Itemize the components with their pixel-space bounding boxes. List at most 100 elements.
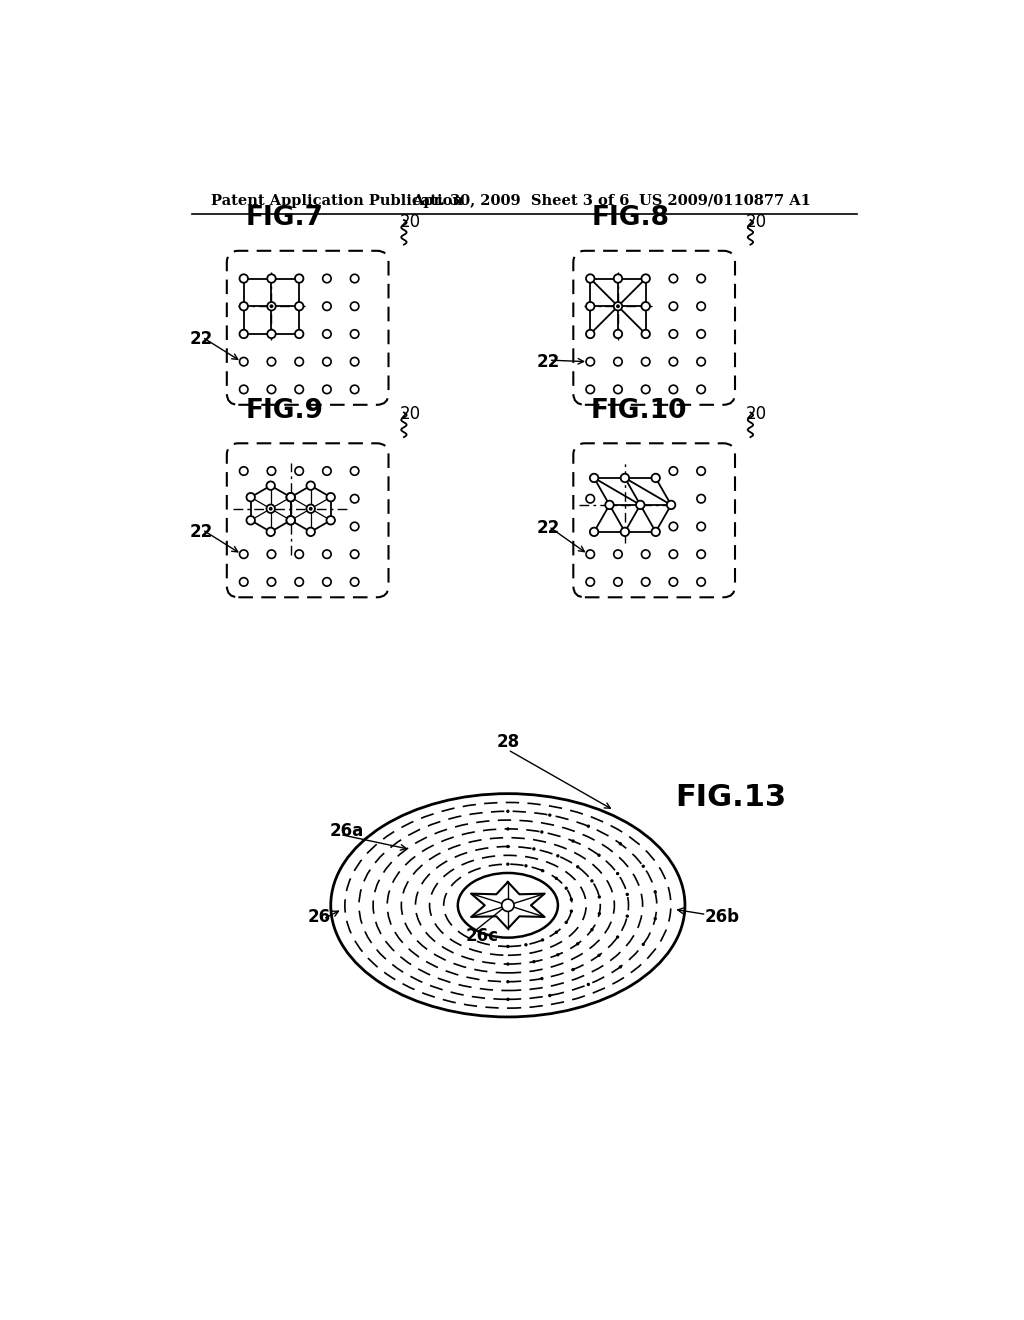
- Circle shape: [240, 578, 248, 586]
- Circle shape: [247, 492, 255, 502]
- Circle shape: [548, 994, 552, 997]
- Circle shape: [597, 854, 601, 857]
- Circle shape: [590, 474, 598, 482]
- Circle shape: [506, 962, 510, 966]
- Circle shape: [555, 876, 558, 880]
- Circle shape: [350, 358, 358, 366]
- Circle shape: [247, 516, 255, 524]
- Circle shape: [697, 467, 706, 475]
- Circle shape: [616, 305, 620, 308]
- Circle shape: [667, 500, 676, 510]
- Circle shape: [350, 495, 358, 503]
- Text: 28: 28: [497, 733, 519, 751]
- Circle shape: [323, 358, 331, 366]
- Circle shape: [613, 385, 623, 393]
- Circle shape: [697, 385, 706, 393]
- Text: 26: 26: [307, 908, 331, 925]
- Circle shape: [267, 358, 275, 366]
- Circle shape: [669, 275, 678, 282]
- Circle shape: [267, 302, 275, 310]
- Circle shape: [613, 302, 623, 310]
- Circle shape: [613, 275, 623, 282]
- Circle shape: [641, 330, 650, 338]
- Circle shape: [586, 495, 595, 503]
- Circle shape: [669, 550, 678, 558]
- Text: 22: 22: [189, 330, 213, 348]
- Circle shape: [651, 528, 659, 536]
- Circle shape: [267, 578, 275, 586]
- Circle shape: [615, 936, 620, 939]
- Circle shape: [586, 358, 595, 366]
- Circle shape: [266, 482, 274, 490]
- Circle shape: [506, 845, 510, 849]
- Circle shape: [295, 578, 303, 586]
- Circle shape: [327, 516, 335, 524]
- Circle shape: [540, 977, 544, 981]
- Circle shape: [350, 302, 358, 310]
- Circle shape: [697, 495, 706, 503]
- Circle shape: [548, 813, 552, 817]
- Circle shape: [605, 500, 613, 510]
- Circle shape: [506, 862, 510, 866]
- Text: 22: 22: [189, 523, 213, 541]
- Circle shape: [541, 939, 544, 941]
- Circle shape: [621, 528, 629, 536]
- Circle shape: [323, 302, 331, 310]
- Circle shape: [240, 330, 248, 338]
- Circle shape: [350, 467, 358, 475]
- Circle shape: [295, 275, 303, 282]
- Circle shape: [569, 909, 573, 913]
- Circle shape: [267, 275, 275, 282]
- Circle shape: [571, 968, 574, 972]
- Text: 20: 20: [746, 405, 767, 422]
- Circle shape: [532, 847, 536, 850]
- Circle shape: [323, 467, 331, 475]
- Circle shape: [669, 302, 678, 310]
- Text: FIG.8: FIG.8: [592, 206, 670, 231]
- Circle shape: [697, 578, 706, 586]
- Text: 20: 20: [746, 213, 767, 231]
- Circle shape: [586, 550, 595, 558]
- Circle shape: [642, 942, 645, 946]
- Circle shape: [306, 528, 315, 536]
- Circle shape: [306, 504, 315, 513]
- Circle shape: [323, 330, 331, 338]
- Circle shape: [240, 275, 248, 282]
- Circle shape: [697, 275, 706, 282]
- Circle shape: [618, 842, 622, 845]
- Circle shape: [323, 578, 331, 586]
- Text: 26a: 26a: [330, 821, 364, 840]
- Text: FIG.10: FIG.10: [591, 397, 687, 424]
- Circle shape: [240, 467, 248, 475]
- Circle shape: [641, 550, 650, 558]
- Circle shape: [350, 330, 358, 338]
- Circle shape: [626, 892, 629, 896]
- Circle shape: [506, 998, 510, 1001]
- Circle shape: [669, 523, 678, 531]
- Circle shape: [540, 830, 544, 834]
- Text: FIG.9: FIG.9: [246, 397, 324, 424]
- Circle shape: [269, 305, 273, 308]
- Circle shape: [586, 385, 595, 393]
- Circle shape: [641, 385, 650, 393]
- Text: Apr. 30, 2009  Sheet 3 of 6: Apr. 30, 2009 Sheet 3 of 6: [412, 194, 629, 207]
- Circle shape: [267, 385, 275, 393]
- Circle shape: [597, 953, 601, 957]
- Circle shape: [524, 942, 527, 946]
- Circle shape: [506, 809, 510, 813]
- Circle shape: [506, 979, 510, 983]
- Circle shape: [697, 330, 706, 338]
- Circle shape: [697, 550, 706, 558]
- Circle shape: [295, 330, 303, 338]
- Circle shape: [651, 474, 659, 482]
- Text: US 2009/0110877 A1: US 2009/0110877 A1: [639, 194, 811, 207]
- Circle shape: [613, 578, 623, 586]
- Circle shape: [642, 865, 645, 869]
- Circle shape: [586, 275, 595, 282]
- Circle shape: [506, 945, 510, 948]
- Circle shape: [350, 550, 358, 558]
- Circle shape: [309, 507, 312, 511]
- Circle shape: [613, 330, 623, 338]
- Circle shape: [615, 873, 620, 875]
- Circle shape: [506, 828, 510, 830]
